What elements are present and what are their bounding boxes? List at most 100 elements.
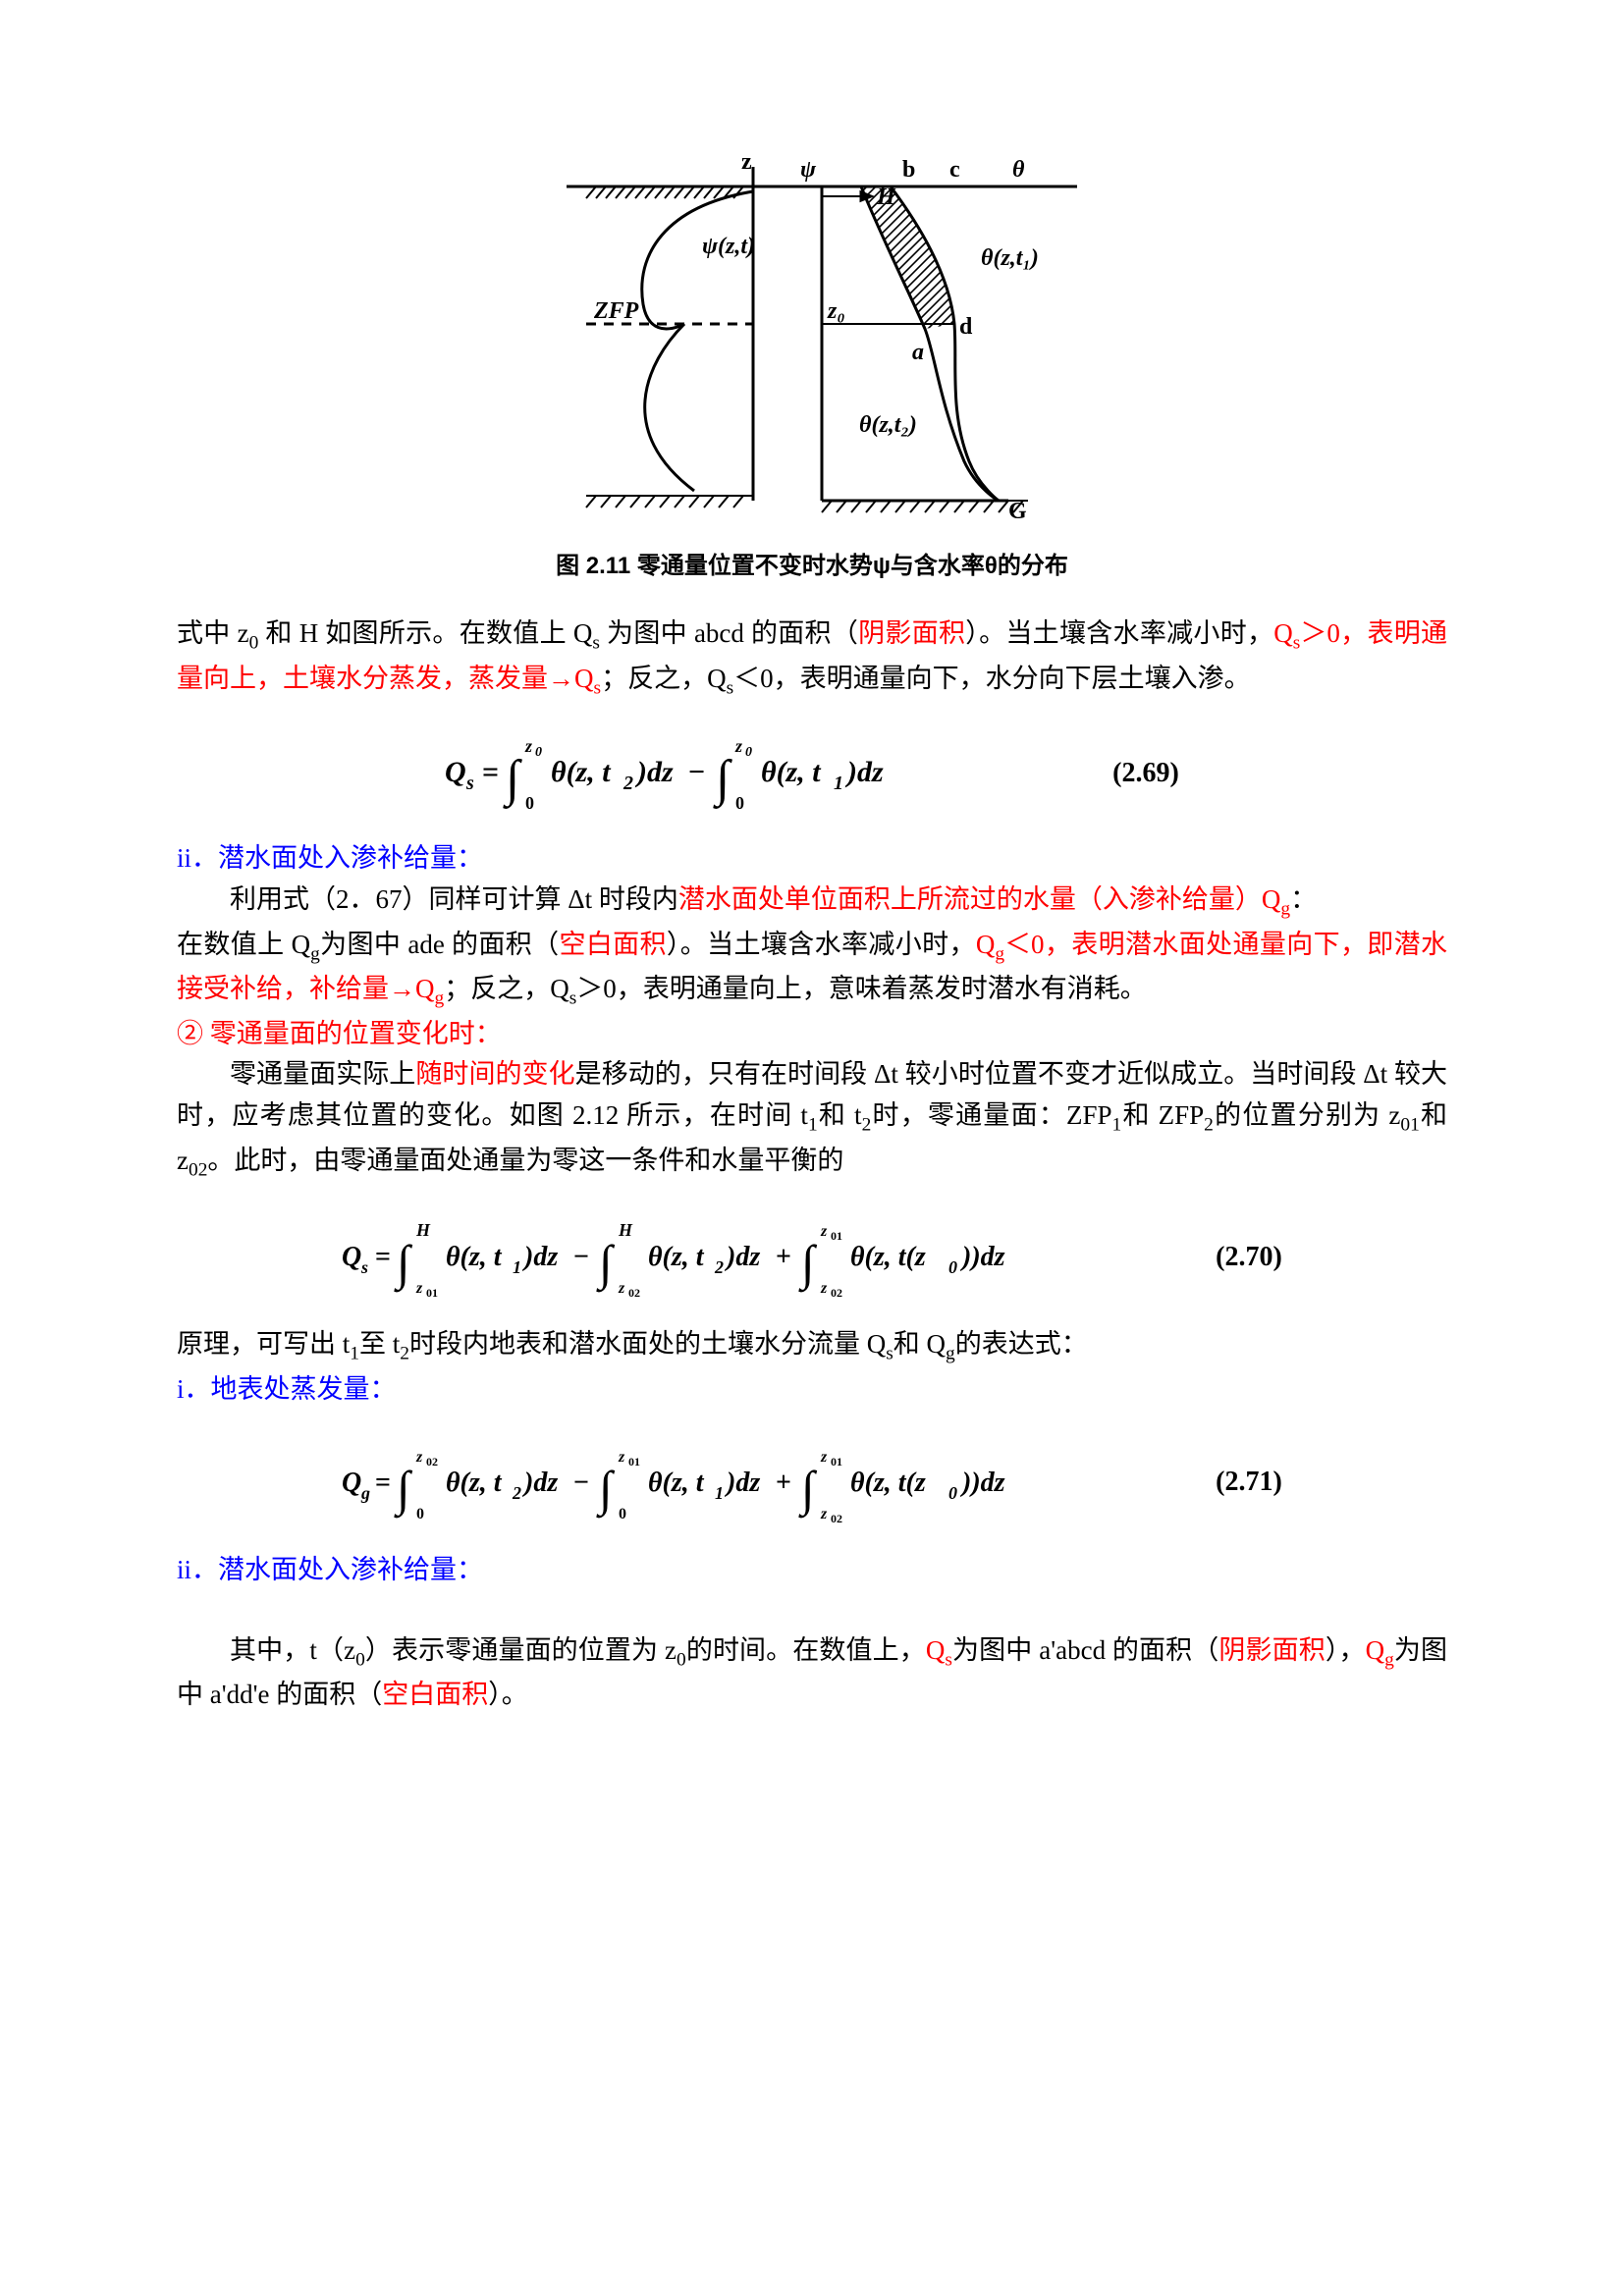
svg-text:01: 01 [628, 1455, 640, 1468]
equation-2-70: Qs = ∫ H z01 θ(z, t1)dz − ∫ H z02 θ(z, t… [177, 1212, 1447, 1301]
svg-text:∫: ∫ [713, 751, 732, 809]
svg-text:)dz: )dz [724, 1468, 760, 1498]
svg-text:02: 02 [426, 1455, 438, 1468]
heading-i: i．地表处蒸发量： [177, 1369, 1447, 1411]
svg-text:θ(z, t: θ(z, t [648, 1242, 705, 1272]
svg-text:)dz: )dz [724, 1242, 760, 1272]
svg-text:Q: Q [342, 1468, 361, 1498]
svg-text:θ(z, t: θ(z, t [446, 1468, 503, 1498]
svg-text:+: + [776, 1468, 791, 1498]
svg-text:z: z [734, 736, 742, 756]
svg-text:))dz: ))dz [959, 1468, 1005, 1498]
svg-text:θ(z, t: θ(z, t [551, 756, 612, 788]
svg-text:0: 0 [948, 1483, 957, 1503]
svg-text:∫: ∫ [596, 1461, 616, 1519]
svg-text:θ(z, t: θ(z, t [648, 1468, 705, 1498]
svg-text:01: 01 [831, 1455, 842, 1468]
svg-text:z: z [415, 1280, 423, 1297]
svg-text:−: − [573, 1468, 589, 1498]
svg-text:)dz: )dz [521, 1242, 558, 1272]
svg-text:H: H [415, 1220, 431, 1240]
svg-text:1: 1 [834, 773, 843, 794]
svg-text:s: s [360, 1257, 368, 1277]
svg-text:∫: ∫ [503, 751, 522, 809]
svg-text:+: + [776, 1242, 791, 1272]
svg-text:c: c [949, 157, 960, 183]
svg-text:d: d [959, 314, 973, 340]
svg-text:z: z [820, 1223, 828, 1240]
svg-text:02: 02 [628, 1286, 640, 1300]
svg-text:2: 2 [714, 1257, 724, 1277]
svg-text:z: z [618, 1449, 625, 1466]
para-4: 零通量面实际上随时间的变化是移动的，只有在时间段 Δt 较小时位置不变才近似成立… [177, 1054, 1447, 1185]
svg-text:0: 0 [745, 745, 752, 760]
para-1: 式中 z0 和 H 如图所示。在数值上 Qs 为图中 abcd 的面积（阴影面积… [177, 614, 1447, 703]
equation-2-69: Qs = ∫ z0 0 θ(z, t2)dz − ∫ z0 0 θ(z, t1)… [177, 730, 1447, 815]
svg-text:∫: ∫ [394, 1461, 413, 1519]
svg-text:θ(z, t(z: θ(z, t(z [850, 1468, 926, 1498]
svg-text:a: a [912, 340, 924, 365]
svg-text:G: G [1008, 499, 1027, 524]
figure-svg: z ψ b c θ H ψ(z,t) θ(z,t₁) ZFP z₀ d a θ(… [527, 137, 1097, 530]
svg-text:0: 0 [535, 745, 542, 760]
svg-text:b: b [902, 157, 915, 183]
heading-ii-1: ii．潜水面处入渗补给量： [177, 838, 1447, 880]
figure-2-11: z ψ b c θ H ψ(z,t) θ(z,t₁) ZFP z₀ d a θ(… [177, 137, 1447, 584]
equation-2-71: Qg = ∫ z02 0 θ(z, t2)dz − ∫ z01 0 θ(z, t… [177, 1438, 1447, 1526]
svg-text:01: 01 [831, 1229, 842, 1243]
svg-text:z: z [820, 1280, 828, 1297]
svg-text:ψ(z,t): ψ(z,t) [702, 234, 755, 259]
svg-text:z: z [820, 1506, 828, 1522]
heading-ii-2: ii．潜水面处入渗补给量： [177, 1550, 1447, 1591]
svg-text:z: z [524, 736, 532, 756]
svg-text:0: 0 [735, 793, 744, 813]
svg-text:02: 02 [831, 1286, 842, 1300]
svg-text:=: = [375, 1242, 391, 1272]
svg-text:)dz: )dz [521, 1468, 558, 1498]
svg-text:Q: Q [342, 1242, 361, 1272]
svg-text:θ(z, t: θ(z, t [761, 756, 822, 788]
para-3: 在数值上 Qg为图中 ade 的面积（空白面积）。当土壤含水率减小时，Qg＜0，… [177, 925, 1447, 1014]
svg-text:s: s [465, 773, 474, 794]
svg-text:z: z [618, 1280, 625, 1297]
svg-text:z: z [415, 1449, 423, 1466]
svg-text:1: 1 [513, 1257, 521, 1277]
para-2: 利用式（2．67）同样可计算 Δt 时段内潜水面处单位面积上所流过的水量（入渗补… [177, 880, 1447, 925]
svg-text:0: 0 [948, 1257, 957, 1277]
svg-text:z₀: z₀ [827, 298, 845, 324]
svg-text:θ(z,t₂): θ(z,t₂) [859, 412, 917, 438]
svg-text:ψ: ψ [800, 157, 817, 183]
svg-text:−: − [573, 1242, 589, 1272]
svg-text:01: 01 [426, 1286, 438, 1300]
svg-text:H: H [876, 185, 896, 210]
svg-text:0: 0 [619, 1506, 626, 1522]
svg-text:)dz: )dz [634, 756, 674, 788]
svg-text:θ: θ [1012, 157, 1025, 183]
svg-text:θ(z, t(z: θ(z, t(z [850, 1242, 926, 1272]
svg-text:∫: ∫ [596, 1235, 616, 1293]
svg-text:∫: ∫ [394, 1235, 413, 1293]
svg-text:0: 0 [416, 1506, 424, 1522]
svg-text:H: H [618, 1220, 633, 1240]
svg-text:z: z [820, 1449, 828, 1466]
svg-text:Q: Q [445, 756, 466, 788]
svg-text:∫: ∫ [798, 1461, 818, 1519]
svg-text:=: = [375, 1468, 391, 1498]
para-5: 原理，可写出 t1至 t2时段内地表和潜水面处的土壤水分流量 Qs和 Qg的表达… [177, 1324, 1447, 1369]
svg-text:02: 02 [831, 1512, 842, 1525]
svg-text:1: 1 [715, 1483, 724, 1503]
svg-text:2: 2 [512, 1483, 521, 1503]
svg-text:ZFP: ZFP [593, 298, 639, 324]
heading-circle-2: ② 零通量面的位置变化时： [177, 1014, 1447, 1055]
svg-text:0: 0 [525, 793, 534, 813]
svg-text:θ(z, t: θ(z, t [446, 1242, 503, 1272]
svg-text:2: 2 [623, 773, 633, 794]
svg-text:∫: ∫ [798, 1235, 818, 1293]
svg-text:z: z [741, 149, 752, 175]
svg-text:)dz: )dz [844, 756, 884, 788]
figure-caption: 图 2.11 零通量位置不变时水势ψ与含水率θ的分布 [177, 548, 1447, 584]
svg-text:=: = [482, 756, 499, 788]
svg-text:−: − [688, 756, 705, 788]
svg-text:g: g [360, 1483, 370, 1503]
svg-text:θ(z,t₁): θ(z,t₁) [981, 245, 1039, 271]
